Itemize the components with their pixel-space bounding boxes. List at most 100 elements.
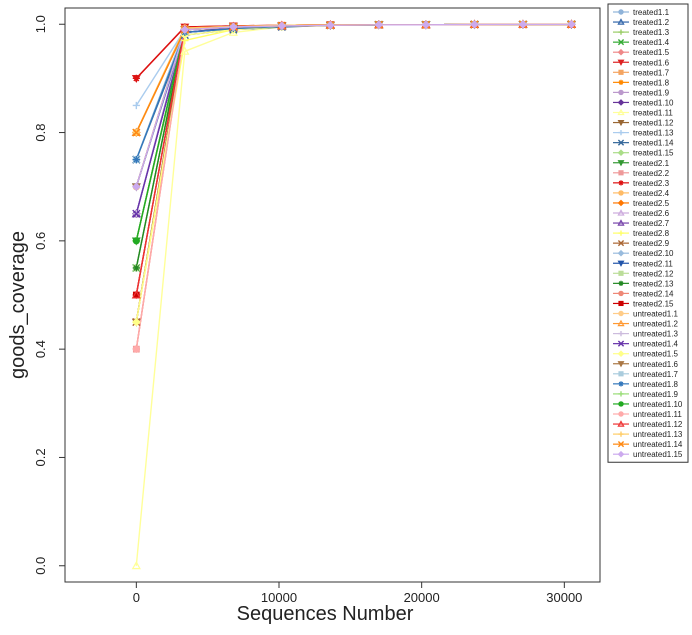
legend-marker-treated2.2 <box>618 170 624 176</box>
legend-label: treated2.3 <box>633 179 670 188</box>
legend-marker-treated2.6 <box>617 209 625 216</box>
legend-marker-treated1.5 <box>617 48 625 56</box>
legend-marker-treated1.10 <box>617 99 625 106</box>
legend: treated1.1treated1.2treated1.3treated1.4… <box>607 3 689 463</box>
legend-label: treated2.2 <box>633 169 670 178</box>
legend-marker-untreated1.14 <box>617 441 625 448</box>
data-point-untreated1.15 <box>229 22 238 32</box>
legend-marker-treated2.11 <box>617 260 625 267</box>
data-point-untreated1.15 <box>277 21 287 31</box>
legend-label: treated2.6 <box>633 209 670 218</box>
legend-marker-treated1.15 <box>617 149 625 157</box>
legend-label: untreated1.3 <box>633 330 678 339</box>
data-point-untreated1.5 <box>132 317 141 327</box>
legend-label: untreated1.5 <box>633 350 678 359</box>
data-point-untreated1.15 <box>518 20 528 29</box>
data-point-treated1.13 <box>132 101 140 110</box>
series-layer <box>135 23 572 566</box>
data-point-untreated1.11 <box>132 345 140 353</box>
legend-marker-treated1.3 <box>618 29 624 35</box>
legend-label: treated2.11 <box>633 259 673 268</box>
legend-label: treated2.8 <box>633 229 670 238</box>
x-axis-title: Sequences Number <box>237 603 414 625</box>
legend-marker-treated1.13 <box>618 130 624 136</box>
legend-label: untreated1.8 <box>633 380 678 389</box>
legend-label: treated2.5 <box>633 199 670 208</box>
data-point-untreated1.10 <box>132 237 140 245</box>
legend-label: untreated1.10 <box>633 400 683 409</box>
data-point-treated1.11 <box>180 46 190 55</box>
legend-label: treated1.3 <box>633 28 670 37</box>
data-point-treated1.11 <box>131 560 141 570</box>
legend-label: treated1.12 <box>633 119 674 128</box>
series-line-untreated1.15 <box>135 23 572 187</box>
legend-label: treated1.6 <box>633 58 670 67</box>
legend-marker-untreated1.8 <box>618 381 624 387</box>
axes-layer: 0 10000 20000 30000 0.0 0.2 0.4 0.6 0.8 1.0 <box>33 7 601 605</box>
legend-marker-treated2.12 <box>618 270 624 276</box>
x-tick-label: 10000 <box>261 590 297 605</box>
data-point-untreated1.15 <box>567 20 576 29</box>
y-tick-label: 0.0 <box>33 557 48 575</box>
y-tick-label: 0.4 <box>33 340 48 358</box>
legend-label: treated2.7 <box>633 219 670 228</box>
legend-marker-treated1.11 <box>617 108 625 116</box>
legend-label: untreated1.4 <box>633 340 678 349</box>
x-tick-label: 20000 <box>404 590 440 605</box>
y-tick-label: 0.8 <box>33 124 48 142</box>
legend-marker-untreated1.6 <box>617 361 625 368</box>
x-tick-label: 30000 <box>546 590 582 605</box>
legend-marker-untreated1.15 <box>617 450 625 458</box>
data-point-untreated1.15 <box>180 25 190 34</box>
legend-marker-untreated1.4 <box>617 340 625 347</box>
legend-marker-untreated1.7 <box>618 371 624 377</box>
data-point-untreated1.15 <box>132 182 141 192</box>
legend-label: untreated1.7 <box>633 370 678 379</box>
legend-marker-treated1.7 <box>618 69 624 75</box>
legend-label: untreated1.15 <box>633 450 683 459</box>
legend-label: untreated1.12 <box>633 420 683 429</box>
data-point-untreated1.4 <box>132 209 141 218</box>
legend-marker-treated2.5 <box>617 199 625 207</box>
legend-label: treated1.4 <box>633 38 670 47</box>
legend-label: treated2.10 <box>633 249 674 258</box>
legend-marker-treated1.14 <box>617 139 625 146</box>
legend-marker-treated1.1 <box>618 9 624 15</box>
legend-marker-treated1.9 <box>618 89 624 96</box>
legend-label: untreated1.13 <box>633 430 683 439</box>
legend-label: treated1.13 <box>633 129 674 138</box>
legend-label: treated2.13 <box>633 279 674 288</box>
y-tick-label: 0.6 <box>33 232 48 250</box>
legend-label: untreated1.11 <box>633 410 682 419</box>
legend-label: treated1.1 <box>633 8 670 17</box>
data-point-untreated1.14 <box>132 128 141 137</box>
legend-marker-treated2.7 <box>617 219 625 226</box>
legend-marker-treated1.8 <box>618 79 624 85</box>
data-point-untreated1.12 <box>131 290 141 299</box>
legend-marker-untreated1.12 <box>617 420 625 427</box>
data-point-untreated1.8 <box>132 156 140 164</box>
y-tick-label: 1.0 <box>33 15 48 33</box>
legend-label: treated1.9 <box>633 88 670 97</box>
legend-marker-treated1.6 <box>617 59 625 66</box>
legend-label: untreated1.14 <box>633 440 683 449</box>
legend-label: treated1.15 <box>633 149 674 158</box>
legend-marker-treated2.9 <box>617 240 625 247</box>
legend-marker-treated2.8 <box>618 230 624 236</box>
data-point-untreated1.15 <box>421 20 431 30</box>
legend-label: treated2.4 <box>633 189 670 198</box>
legend-label: untreated1.6 <box>633 360 678 369</box>
legend-marker-treated2.15 <box>618 300 624 307</box>
legend-label: treated1.5 <box>633 48 670 57</box>
legend-label: untreated1.1 <box>633 310 678 319</box>
legend-label: treated1.7 <box>633 68 670 77</box>
data-point-untreated1.15 <box>326 21 335 30</box>
data-point-treated2.13 <box>132 264 140 272</box>
y-tick-label: 0.2 <box>33 448 48 466</box>
legend-marker-treated2.14 <box>618 290 624 297</box>
legend-label: treated2.12 <box>633 269 674 278</box>
legend-marker-treated2.1 <box>617 160 625 167</box>
legend-label: treated2.9 <box>633 239 670 248</box>
